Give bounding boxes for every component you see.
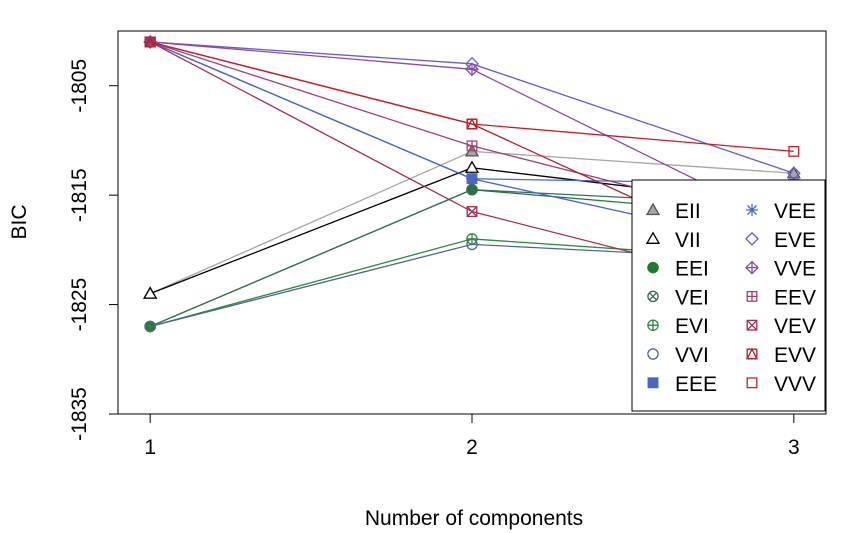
marker-x xyxy=(747,205,757,215)
point-vev-2 xyxy=(466,206,478,218)
marker-circle xyxy=(647,261,659,274)
marker-circle xyxy=(647,290,659,303)
y-tick-label: -1835 xyxy=(68,387,91,441)
marker-circle xyxy=(647,348,659,360)
marker-triangle xyxy=(143,286,158,299)
legend-marker-vii xyxy=(645,231,661,244)
marker-inner-triangle xyxy=(746,347,758,360)
marker-square xyxy=(647,377,659,389)
marker-plus xyxy=(746,261,758,274)
marker-x xyxy=(466,206,478,217)
point-vvv-3 xyxy=(788,145,800,157)
legend-marker-vei xyxy=(647,290,659,303)
legend-marker-evv xyxy=(746,347,758,360)
y-axis: -1805 -1815 -1825 -1835 xyxy=(68,59,119,441)
legend-marker-vvi xyxy=(647,348,659,360)
legend-marker-evi xyxy=(647,319,659,331)
marker-plus xyxy=(145,321,156,332)
marker-triangle xyxy=(786,165,801,179)
legend-label-eev: EEV xyxy=(774,286,816,309)
marker-triangle xyxy=(645,202,661,216)
legend-label-vei: VEI xyxy=(675,286,709,309)
legend-marker-vee xyxy=(746,204,758,216)
point-vvv-2 xyxy=(466,118,478,130)
marker-x xyxy=(467,185,477,194)
legend-marker-vev xyxy=(746,319,758,331)
legend-label-eii: EII xyxy=(675,200,701,223)
point-vii-2 xyxy=(464,160,480,173)
marker-square xyxy=(788,145,800,157)
legend-marker-eii xyxy=(645,202,661,216)
point-vvv-1 xyxy=(144,36,156,48)
y-tick-label: -1815 xyxy=(68,168,91,222)
x-tick-label: 1 xyxy=(144,436,156,459)
legend-marker-eve xyxy=(745,231,759,246)
series-line-vvv xyxy=(150,41,794,153)
point-vvi-2 xyxy=(466,238,478,251)
y-axis-label: BIC xyxy=(8,204,31,239)
legend-label-eei: EEI xyxy=(675,258,709,281)
marker-x xyxy=(648,292,658,301)
legend-box xyxy=(631,179,826,412)
marker-plus xyxy=(467,141,477,151)
marker-square xyxy=(746,319,758,331)
marker-x xyxy=(144,36,156,48)
point-vii-1 xyxy=(143,286,158,299)
point-eii-3 xyxy=(786,165,801,179)
legend-label-vvv: VVV xyxy=(774,373,816,396)
legend-marker-vvv xyxy=(746,377,758,389)
marker-triangle xyxy=(645,231,661,244)
marker-square xyxy=(746,377,758,389)
marker-circle xyxy=(466,238,478,251)
marker-plus xyxy=(647,320,659,331)
legend-label-vve: VVE xyxy=(774,258,816,281)
marker-plus xyxy=(466,63,478,76)
legend-label-evi: EVI xyxy=(675,315,709,338)
point-eev-2 xyxy=(466,140,478,152)
y-tick-label: -1805 xyxy=(68,59,91,113)
legend-label-vii: VII xyxy=(675,229,701,252)
marker-square xyxy=(466,206,478,218)
legend-label-eve: EVE xyxy=(774,229,816,252)
legend: EII VII EEI VEI EVI VVI EEE VEE EVE VVE EEV VEV EVV V… xyxy=(631,179,826,412)
point-vve-2 xyxy=(465,62,479,77)
legend-label-vee: VEE xyxy=(774,200,816,223)
x-axis: 1 2 3 xyxy=(144,413,800,459)
marker-square xyxy=(144,36,156,48)
marker-circle xyxy=(144,320,156,333)
x-tick-label: 2 xyxy=(466,436,478,459)
legend-label-vev: VEV xyxy=(774,315,816,338)
marker-diamond xyxy=(745,231,759,246)
marker-diamond xyxy=(786,166,801,181)
x-tick-label: 3 xyxy=(788,436,800,459)
legend-marker-eee xyxy=(647,377,659,389)
marker-triangle xyxy=(464,160,480,173)
legend-label-evv: EVV xyxy=(774,344,816,367)
legend-marker-eev xyxy=(746,290,758,302)
legend-marker-eei xyxy=(647,261,659,274)
marker-square xyxy=(466,118,478,130)
marker-x xyxy=(467,173,477,184)
x-axis-label: Number of components xyxy=(365,507,583,530)
marker-x xyxy=(746,319,758,331)
y-tick-label: -1825 xyxy=(68,278,91,332)
legend-marker-vve xyxy=(745,260,759,275)
point-vvi-1 xyxy=(144,320,156,333)
legend-label-vvi: VVI xyxy=(675,344,709,367)
marker-plus xyxy=(747,291,757,302)
point-vee-2 xyxy=(466,172,478,185)
legend-label-eee: EEE xyxy=(675,373,717,396)
point-eve-3 xyxy=(786,166,801,181)
